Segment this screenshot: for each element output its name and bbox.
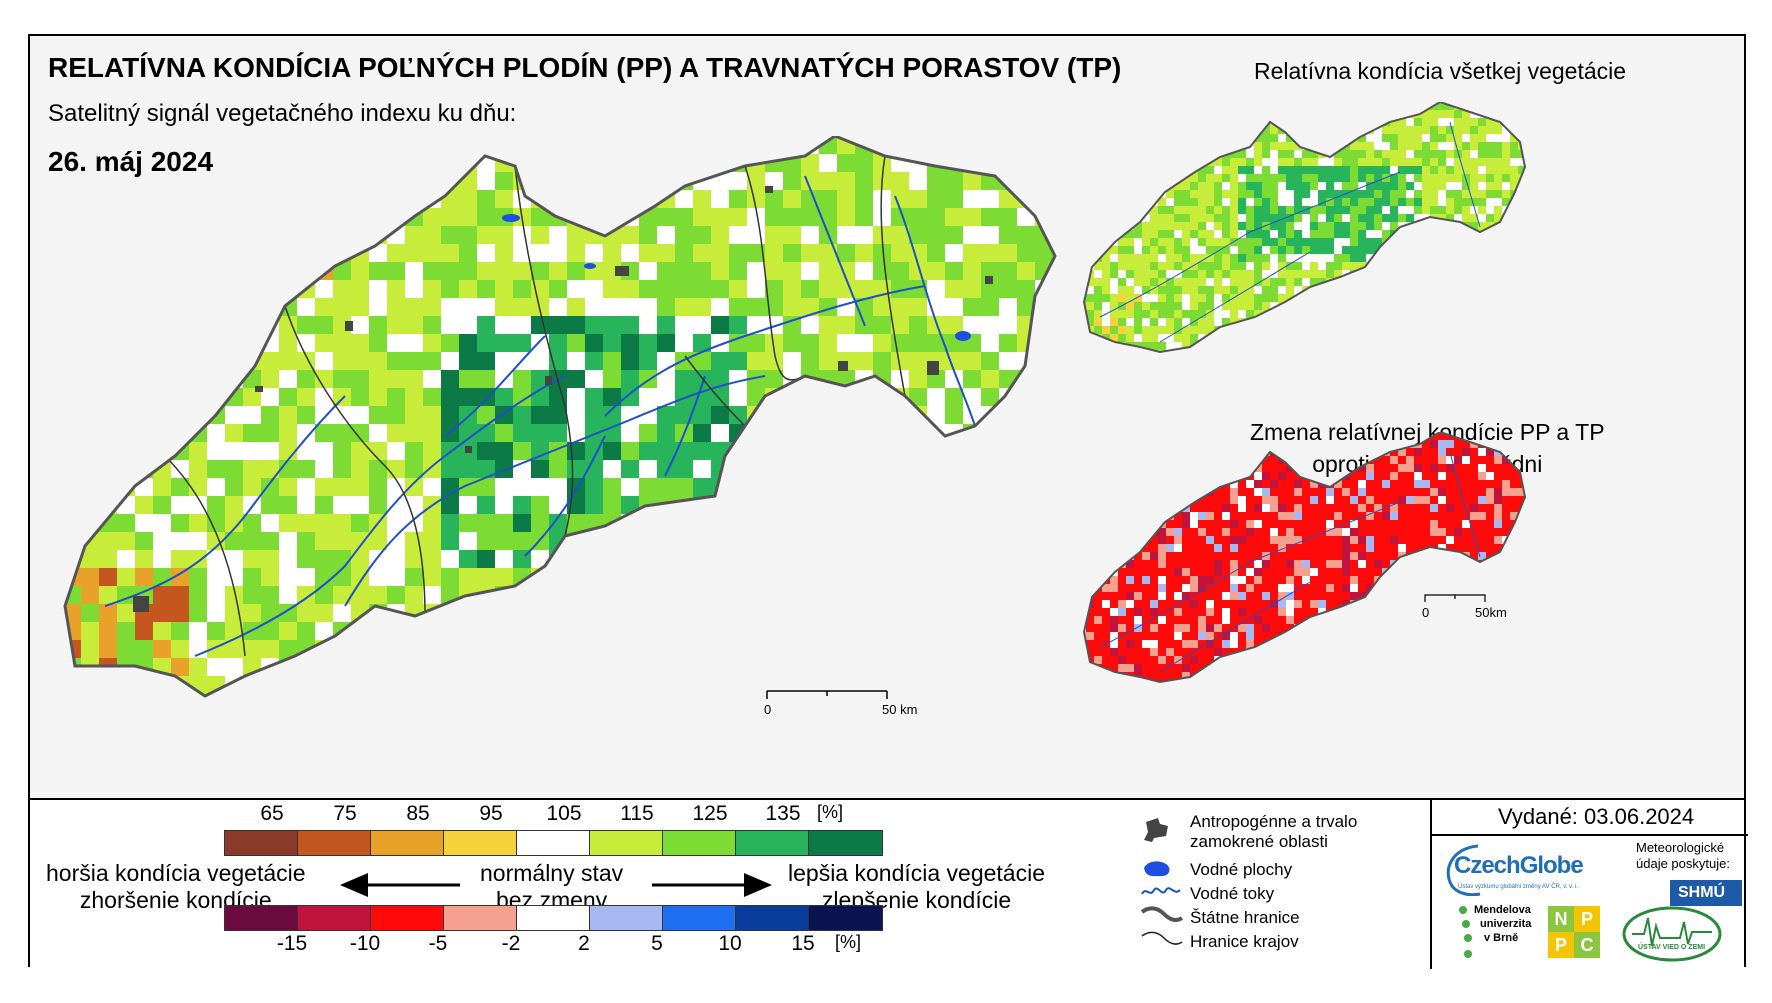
state-border-label: Štátne hranice <box>1190 908 1300 927</box>
czechglobe-name: CzechGlobe <box>1454 852 1584 879</box>
chg-tick: -5 <box>428 932 448 955</box>
meteo-label: Meteorologické údaje poskytuje: <box>1636 840 1730 871</box>
normal-line1: normálny stav <box>480 860 624 886</box>
mendel-line1: Mendelova <box>1474 904 1531 916</box>
better-label: lepšia kondícia vegetácie zlepšenie kond… <box>788 860 1045 914</box>
worse-line1: horšia kondícia vegetácie <box>46 860 306 886</box>
better-line1: lepšia kondícia vegetácie <box>788 860 1045 886</box>
nppc-p2: P <box>1548 932 1574 958</box>
nppc-logo: N P P C <box>1548 906 1600 958</box>
cond-swatch <box>225 831 298 855</box>
nppc-c: C <box>1574 932 1600 958</box>
river-icon <box>1141 887 1181 895</box>
chg-unit: [%] <box>834 932 862 952</box>
rivers-label: Vodné toky <box>1190 884 1275 903</box>
map-date: 26. máj 2024 <box>48 146 214 177</box>
chg-tick: -10 <box>349 932 381 955</box>
arrow-right-icon <box>652 873 772 897</box>
cond-tick: 85 <box>406 802 430 825</box>
cond-swatch <box>663 831 736 855</box>
chg-swatch <box>444 906 517 930</box>
scale-zero-label: 0 <box>764 702 771 717</box>
map-frame: RELATÍVNA KONDÍCIA POĽNÝCH PLODÍN (PP) A… <box>28 34 1748 969</box>
chg-swatch <box>809 906 882 930</box>
water-body-icon <box>1144 861 1170 877</box>
cond-tick: 135 <box>765 802 801 825</box>
chg-swatch <box>590 906 663 930</box>
inset-scale-zero: 0 <box>1422 605 1429 620</box>
czechglobe-arc-icon <box>1446 844 1481 896</box>
inset-scale-bar: 0 50km <box>1422 594 1507 620</box>
scale-50km-label: 50 km <box>882 702 917 717</box>
issued-date: Vydané: 03.06.2024 <box>1498 804 1695 829</box>
issued-divider <box>1430 834 1748 836</box>
cond-tick: 125 <box>692 802 728 825</box>
inset-scale-50km: 50km <box>1475 605 1507 620</box>
urban-label: Antropogénne a trvalo zamokrené oblasti <box>1190 812 1358 851</box>
chg-tick: -2 <box>501 932 521 955</box>
chg-swatch <box>371 906 444 930</box>
shmu-name: SHMÚ <box>1678 884 1726 901</box>
chg-swatch <box>298 906 371 930</box>
inset-vegetation-title: Relatívna kondícia všetkej vegetácie <box>1254 58 1627 84</box>
chg-swatch <box>736 906 809 930</box>
cond-swatch <box>590 831 663 855</box>
chg-swatch <box>663 906 736 930</box>
main-scale-bar: 0 50 km <box>764 690 917 717</box>
shmu-logo: SHMÚ <box>1670 880 1742 906</box>
worse-label: horšia kondícia vegetácie zhoršenie kond… <box>46 860 306 914</box>
region-border-icon <box>1141 931 1183 945</box>
mendel-dots-icon <box>1459 906 1472 958</box>
inset-vegetation-map <box>1082 102 1527 354</box>
uvz-name: ÚSTAV VIED O ZEMI <box>1638 944 1706 951</box>
cond-swatch <box>371 831 444 855</box>
chg-swatch <box>225 906 298 930</box>
chg-tick: -15 <box>276 932 308 955</box>
cond-swatch <box>444 831 517 855</box>
chg-tick: 2 <box>578 932 590 955</box>
cond-swatch <box>517 831 590 855</box>
urban-area-icon <box>1144 818 1168 842</box>
czechglobe-subtitle: Ústav výzkumu globální změny AV ČR, v. v… <box>1458 884 1579 890</box>
cond-swatch <box>298 831 371 855</box>
normal-label: normálny stav bez zmeny <box>480 860 623 914</box>
condition-color-ramp <box>224 830 883 856</box>
map-title: RELATÍVNA KONDÍCIA POĽNÝCH PLODÍN (PP) A… <box>48 52 1122 83</box>
state-border-icon <box>1140 906 1184 923</box>
cond-tick: 65 <box>260 802 284 825</box>
water-bodies-label: Vodné plochy <box>1190 860 1293 879</box>
legend-panel: 65 75 85 95 105 115 125 135 [%] horšia k… <box>30 798 1748 969</box>
nppc-p1: P <box>1574 906 1600 932</box>
cond-tick: 105 <box>546 802 582 825</box>
region-border-label: Hranice krajov <box>1190 932 1299 951</box>
uvz-logo: ÚSTAV VIED O ZEMI <box>1620 904 1724 964</box>
cond-swatch <box>809 831 882 855</box>
nppc-n: N <box>1548 906 1574 932</box>
change-color-ramp <box>224 905 883 931</box>
chg-swatch <box>517 906 590 930</box>
mendel-logo: Mendelova univerzita v Brně <box>1458 904 1538 964</box>
cond-tick: 75 <box>333 802 357 825</box>
credits-divider <box>1430 800 1432 969</box>
map-subtitle: Satelitný signál vegetačného indexu ku d… <box>48 100 517 127</box>
chg-tick: 10 <box>718 932 742 955</box>
mendel-line3: v Brně <box>1484 932 1519 944</box>
mendel-line2: univerzita <box>1480 918 1532 930</box>
chg-tick: 5 <box>651 932 663 955</box>
cond-swatch <box>736 831 809 855</box>
czechglobe-logo: CzechGlobe Ústav výzkumu globální změny … <box>1438 840 1628 900</box>
cond-unit: [%] <box>816 802 844 822</box>
cond-tick: 115 <box>620 802 654 825</box>
inset-change-map: 0 50km <box>1082 432 1527 684</box>
cond-tick: 95 <box>479 802 503 825</box>
chg-tick: 15 <box>791 932 815 955</box>
main-condition-map: 0 50 km <box>63 136 1057 717</box>
arrow-left-icon <box>340 873 460 897</box>
uvz-emblem-icon <box>1622 906 1722 962</box>
